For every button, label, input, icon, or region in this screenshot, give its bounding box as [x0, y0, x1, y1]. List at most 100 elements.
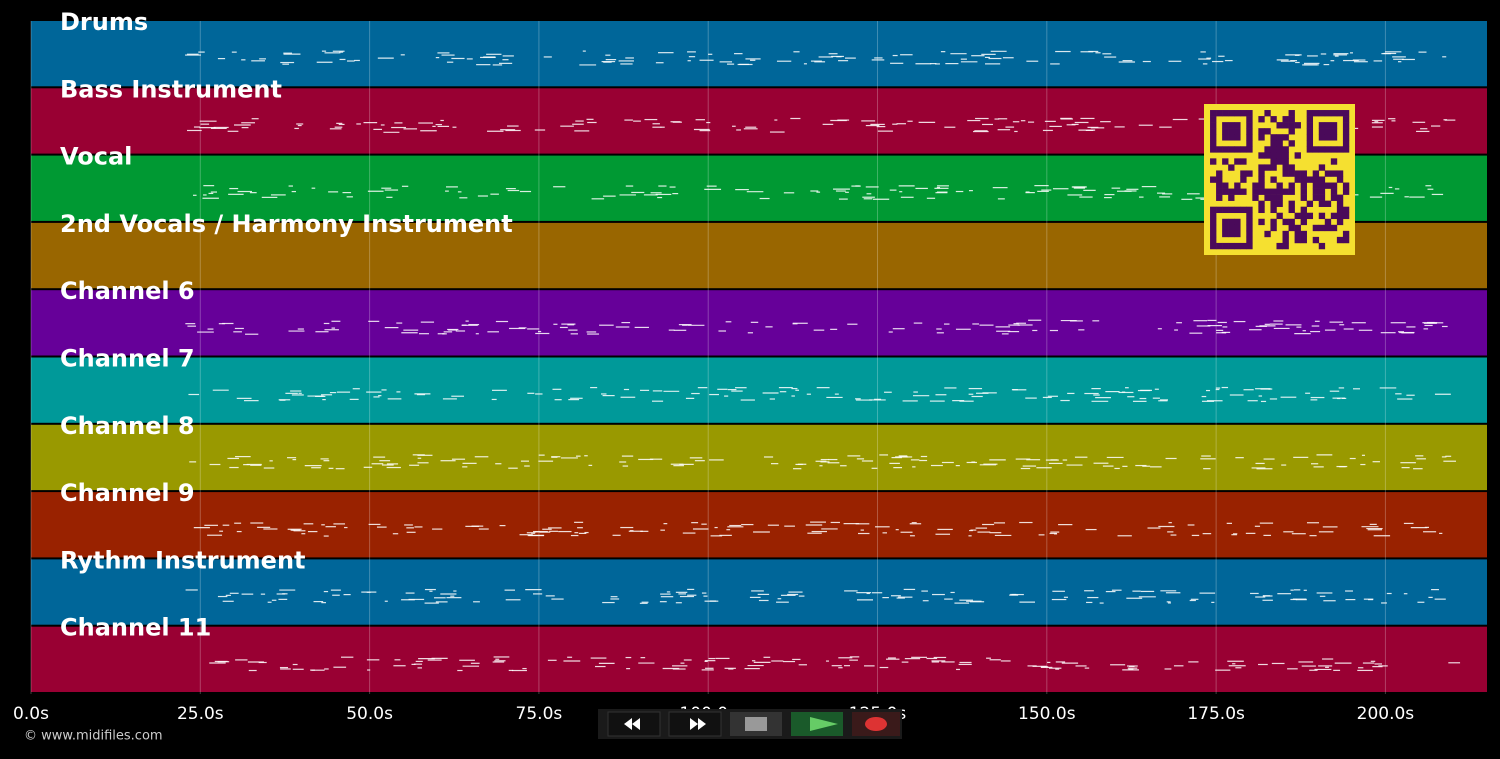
play-button[interactable]: [791, 712, 843, 736]
qr-cell: [1276, 212, 1283, 220]
qr-cell: [1222, 242, 1229, 250]
qr-cell: [1246, 122, 1253, 129]
qr-cell: [1258, 176, 1265, 183]
qr-cell: [1246, 236, 1253, 244]
qr-cell: [1246, 206, 1253, 214]
transport-controls: [598, 709, 902, 739]
record-button[interactable]: [852, 712, 900, 736]
qr-cell: [1276, 152, 1283, 159]
qr-cell: [1246, 242, 1253, 250]
qr-cell: [1240, 158, 1247, 165]
track-band: [31, 492, 1487, 558]
qr-cell: [1342, 188, 1350, 195]
qr-cell: [1216, 110, 1223, 117]
qr-cell: [1330, 134, 1338, 141]
qr-cell: [1222, 230, 1229, 238]
track-band: [31, 357, 1487, 423]
qr-cell: [1240, 146, 1247, 153]
x-tick-label: 0.0s: [13, 704, 49, 724]
qr-cell: [1312, 176, 1320, 183]
qr-cell: [1228, 164, 1235, 171]
qr-cell: [1216, 170, 1223, 177]
qr-cell: [1234, 182, 1241, 189]
qr-cell: [1342, 122, 1350, 129]
rewind-button[interactable]: [607, 711, 661, 737]
qr-cell: [1234, 134, 1241, 141]
qr-cell: [1228, 218, 1235, 226]
qr-cell: [1342, 212, 1350, 220]
qr-cell: [1210, 158, 1217, 165]
qr-cell: [1240, 170, 1247, 177]
qr-cell: [1270, 224, 1277, 232]
track-label: Channel 6: [60, 277, 195, 305]
x-tick-label: 50.0s: [346, 704, 393, 724]
qr-cell: [1318, 224, 1326, 232]
qr-cell: [1228, 110, 1235, 117]
track-label: Drums: [60, 8, 148, 36]
track-band: [31, 626, 1487, 692]
stop-button[interactable]: [730, 712, 782, 736]
qr-cell: [1300, 194, 1307, 201]
qr-cell: [1312, 170, 1320, 177]
qr-cell: [1324, 128, 1332, 135]
qr-cell: [1324, 134, 1332, 141]
qr-cell: [1282, 242, 1289, 250]
x-tick-label: 200.0s: [1357, 704, 1415, 724]
qr-cell: [1294, 176, 1301, 183]
qr-cell: [1264, 152, 1271, 159]
qr-cell: [1330, 110, 1338, 117]
forward-button[interactable]: [668, 711, 722, 737]
qr-cell: [1258, 170, 1265, 177]
qr-cell: [1306, 110, 1314, 117]
qr-cell: [1210, 140, 1217, 147]
qr-cell: [1288, 110, 1295, 117]
qr-cell: [1240, 206, 1247, 214]
qr-cell: [1306, 176, 1314, 183]
qr-cell: [1222, 182, 1229, 189]
qr-cell: [1228, 242, 1235, 250]
qr-cell: [1324, 224, 1332, 232]
track-label: Bass Instrument: [60, 75, 282, 103]
qr-cell: [1318, 164, 1326, 171]
qr-cell: [1312, 194, 1320, 201]
track-label: 2nd Vocals / Harmony Instrument: [60, 210, 513, 238]
qr-cell: [1222, 134, 1229, 141]
qr-cell: [1246, 116, 1253, 123]
qr-cell: [1318, 134, 1326, 141]
qr-cell: [1288, 128, 1295, 135]
qr-cell: [1258, 164, 1265, 171]
qr-cell: [1210, 128, 1217, 135]
qr-cell: [1282, 188, 1289, 195]
qr-cell: [1312, 188, 1320, 195]
qr-cell: [1228, 122, 1235, 129]
qr-cell: [1276, 200, 1283, 207]
qr-cell: [1318, 194, 1326, 201]
qr-cell: [1336, 200, 1344, 207]
qr-cell: [1210, 146, 1217, 153]
qr-cell: [1300, 236, 1307, 244]
grid: [30, 21, 1386, 694]
qr-cell: [1270, 134, 1277, 141]
qr-cell: [1270, 146, 1277, 153]
qr-cell: [1234, 230, 1241, 238]
qr-cell: [1222, 218, 1229, 226]
qr-cell: [1324, 182, 1332, 189]
qr-cell: [1318, 188, 1326, 195]
qr-cell: [1270, 140, 1277, 147]
qr-cell: [1222, 110, 1229, 117]
qr-cell: [1210, 236, 1217, 244]
qr-cell: [1336, 146, 1344, 153]
qr-cell: [1306, 212, 1314, 220]
qr-cell: [1270, 176, 1277, 183]
qr-cell: [1216, 176, 1223, 183]
qr-cell: [1270, 206, 1277, 214]
qr-cell: [1276, 134, 1283, 141]
qr-cell: [1288, 218, 1295, 226]
qr-cell: [1246, 218, 1253, 226]
track-labels: Drums Bass Instrument Vocal 2nd Vocals / Ha…: [60, 8, 513, 642]
qr-cell: [1318, 176, 1326, 183]
qr-cell: [1210, 242, 1217, 250]
qr-cell: [1264, 188, 1271, 195]
qr-cell: [1300, 188, 1307, 195]
qr-cell: [1282, 170, 1289, 177]
